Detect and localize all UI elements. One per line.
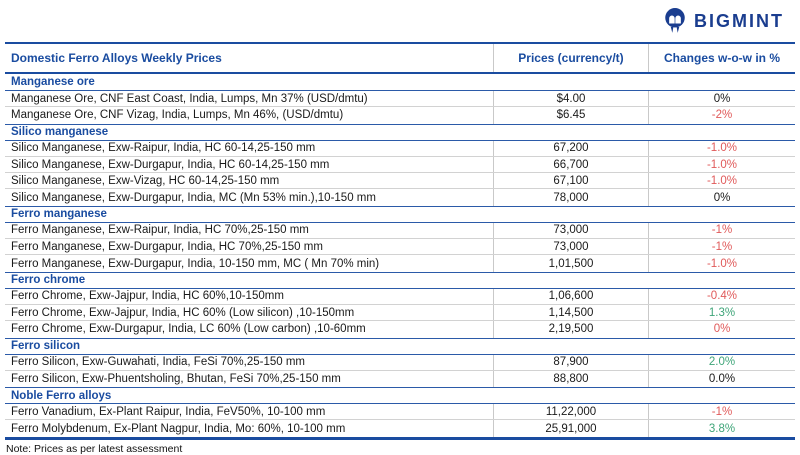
table-row: Ferro Chrome, Exw-Jajpur, India, HC 60% … bbox=[5, 304, 795, 322]
table-row: Ferro Silicon, Exw-Guwahati, India, FeSi… bbox=[5, 354, 795, 371]
row-price: 1,14,500 bbox=[493, 304, 648, 321]
price-table-body: Manganese ore Manganese Ore, CNF East Coa… bbox=[5, 74, 795, 437]
row-price: 11,22,000 bbox=[493, 404, 648, 420]
table-row: Ferro Silicon, Exw-Phuentsholing, Bhutan… bbox=[5, 370, 795, 388]
row-description: Ferro Chrome, Exw-Jajpur, India, HC 60%,… bbox=[11, 290, 284, 303]
row-change: -1.0% bbox=[648, 173, 795, 189]
row-price: 67,100 bbox=[493, 173, 648, 189]
row-price: $6.45 bbox=[493, 107, 648, 124]
row-change: -1.0% bbox=[648, 255, 795, 272]
row-description: Silico Manganese, Exw-Vizag, HC 60-14,25… bbox=[11, 174, 280, 187]
price-table: Domestic Ferro Alloys Weekly Prices Pric… bbox=[5, 42, 795, 440]
table-row: Manganese Ore, CNF Vizag, India, Lumps, … bbox=[5, 107, 795, 124]
row-description: Ferro Silicon, Exw-Guwahati, India, FeSi… bbox=[11, 356, 306, 369]
row-description: Silico Manganese, Exw-Raipur, India, HC … bbox=[11, 142, 316, 155]
row-change: -1% bbox=[648, 239, 795, 255]
row-change: -1% bbox=[648, 404, 795, 420]
row-description: Ferro Molybdenum, Ex-Plant Nagpur, India… bbox=[11, 422, 346, 435]
row-description: Silico Manganese, Exw-Durgapur, India, H… bbox=[11, 158, 330, 171]
row-price: $4.00 bbox=[493, 91, 648, 107]
table-row: Silico Manganese, Exw-Raipur, India, HC … bbox=[5, 140, 795, 157]
row-description: Ferro Manganese, Exw-Raipur, India, HC 7… bbox=[11, 224, 309, 237]
table-row: Ferro Chrome, Exw-Jajpur, India, HC 60%,… bbox=[5, 288, 795, 305]
table-row: Ferro Chrome, Exw-Durgapur, India, LC 60… bbox=[5, 321, 795, 338]
table-row: Silico Manganese, Exw-Vizag, HC 60-14,25… bbox=[5, 173, 795, 190]
row-change: 0% bbox=[648, 91, 795, 107]
row-change: -1% bbox=[648, 222, 795, 239]
row-price: 78,000 bbox=[493, 189, 648, 206]
row-change: -0.4% bbox=[648, 288, 795, 304]
table-row: Silico Manganese, Exw-Durgapur, India, H… bbox=[5, 156, 795, 174]
row-description: Ferro Silicon, Exw-Phuentsholing, Bhutan… bbox=[11, 373, 341, 385]
table-header-row: Domestic Ferro Alloys Weekly Prices Pric… bbox=[5, 44, 795, 74]
row-description: Ferro Manganese, Exw-Durgapur, India, HC… bbox=[11, 240, 323, 253]
table-row: Ferro Manganese, Exw-Raipur, India, HC 7… bbox=[5, 222, 795, 240]
row-change: -2% bbox=[648, 107, 795, 124]
table-title: Domestic Ferro Alloys Weekly Prices bbox=[11, 51, 222, 65]
logo-wordmark: BIGMINT bbox=[694, 10, 784, 31]
table-row: Silico Manganese, Exw-Durgapur, India, M… bbox=[5, 189, 795, 206]
table-row: Ferro Manganese, Exw-Durgapur, India, HC… bbox=[5, 239, 795, 256]
row-price: 66,700 bbox=[493, 156, 648, 173]
row-price: 1,01,500 bbox=[493, 255, 648, 272]
row-description: Manganese Ore, CNF Vizag, India, Lumps, … bbox=[11, 109, 344, 122]
row-change: 0.0% bbox=[648, 370, 795, 388]
row-change: 2.0% bbox=[648, 354, 795, 370]
row-description: Silico Manganese, Exw-Durgapur, India, M… bbox=[11, 191, 376, 204]
bigmint-mark-icon bbox=[662, 6, 688, 36]
row-description: Ferro Chrome, Exw-Jajpur, India, HC 60% … bbox=[11, 306, 355, 319]
row-change: -1.0% bbox=[648, 140, 795, 156]
section-header-row: Noble Ferro alloys bbox=[5, 387, 795, 405]
row-change: -1.0% bbox=[648, 156, 795, 173]
row-change: 0% bbox=[648, 321, 795, 338]
bigmint-logo: BIGMINT bbox=[662, 6, 784, 36]
row-description: Ferro Vanadium, Ex-Plant Raipur, India, … bbox=[11, 405, 326, 418]
row-price: 87,900 bbox=[493, 354, 648, 370]
row-price: 2,19,500 bbox=[493, 321, 648, 338]
table-row: Ferro Vanadium, Ex-Plant Raipur, India, … bbox=[5, 404, 795, 421]
footnote: Note: Prices as per latest assessment bbox=[6, 442, 183, 455]
row-price: 88,800 bbox=[493, 370, 648, 388]
row-price: 1,06,600 bbox=[493, 288, 648, 304]
row-description: Ferro Chrome, Exw-Durgapur, India, LC 60… bbox=[11, 323, 366, 336]
row-change: 1.3% bbox=[648, 304, 795, 321]
row-description: Ferro Manganese, Exw-Durgapur, India, 10… bbox=[11, 257, 380, 270]
section-header-row: Ferro manganese bbox=[5, 205, 795, 223]
column-header-changes: Changes w-o-w in % bbox=[648, 44, 795, 72]
row-price: 25,91,000 bbox=[493, 420, 648, 437]
row-description: Manganese Ore, CNF East Coast, India, Lu… bbox=[11, 92, 368, 105]
logo-bar: BIGMINT bbox=[0, 0, 800, 42]
section-header-row: Manganese ore bbox=[5, 74, 795, 91]
section-header-row: Ferro silicon bbox=[5, 337, 795, 355]
section-header-row: Silico manganese bbox=[5, 123, 795, 141]
row-price: 73,000 bbox=[493, 239, 648, 255]
section-header-row: Ferro chrome bbox=[5, 271, 795, 289]
row-change: 3.8% bbox=[648, 420, 795, 437]
table-row: Ferro Molybdenum, Ex-Plant Nagpur, India… bbox=[5, 420, 795, 437]
row-price: 73,000 bbox=[493, 222, 648, 239]
row-price: 67,200 bbox=[493, 140, 648, 156]
table-row: Manganese Ore, CNF East Coast, India, Lu… bbox=[5, 91, 795, 108]
table-row: Ferro Manganese, Exw-Durgapur, India, 10… bbox=[5, 255, 795, 272]
row-change: 0% bbox=[648, 189, 795, 206]
column-header-prices: Prices (currency/t) bbox=[493, 44, 648, 72]
